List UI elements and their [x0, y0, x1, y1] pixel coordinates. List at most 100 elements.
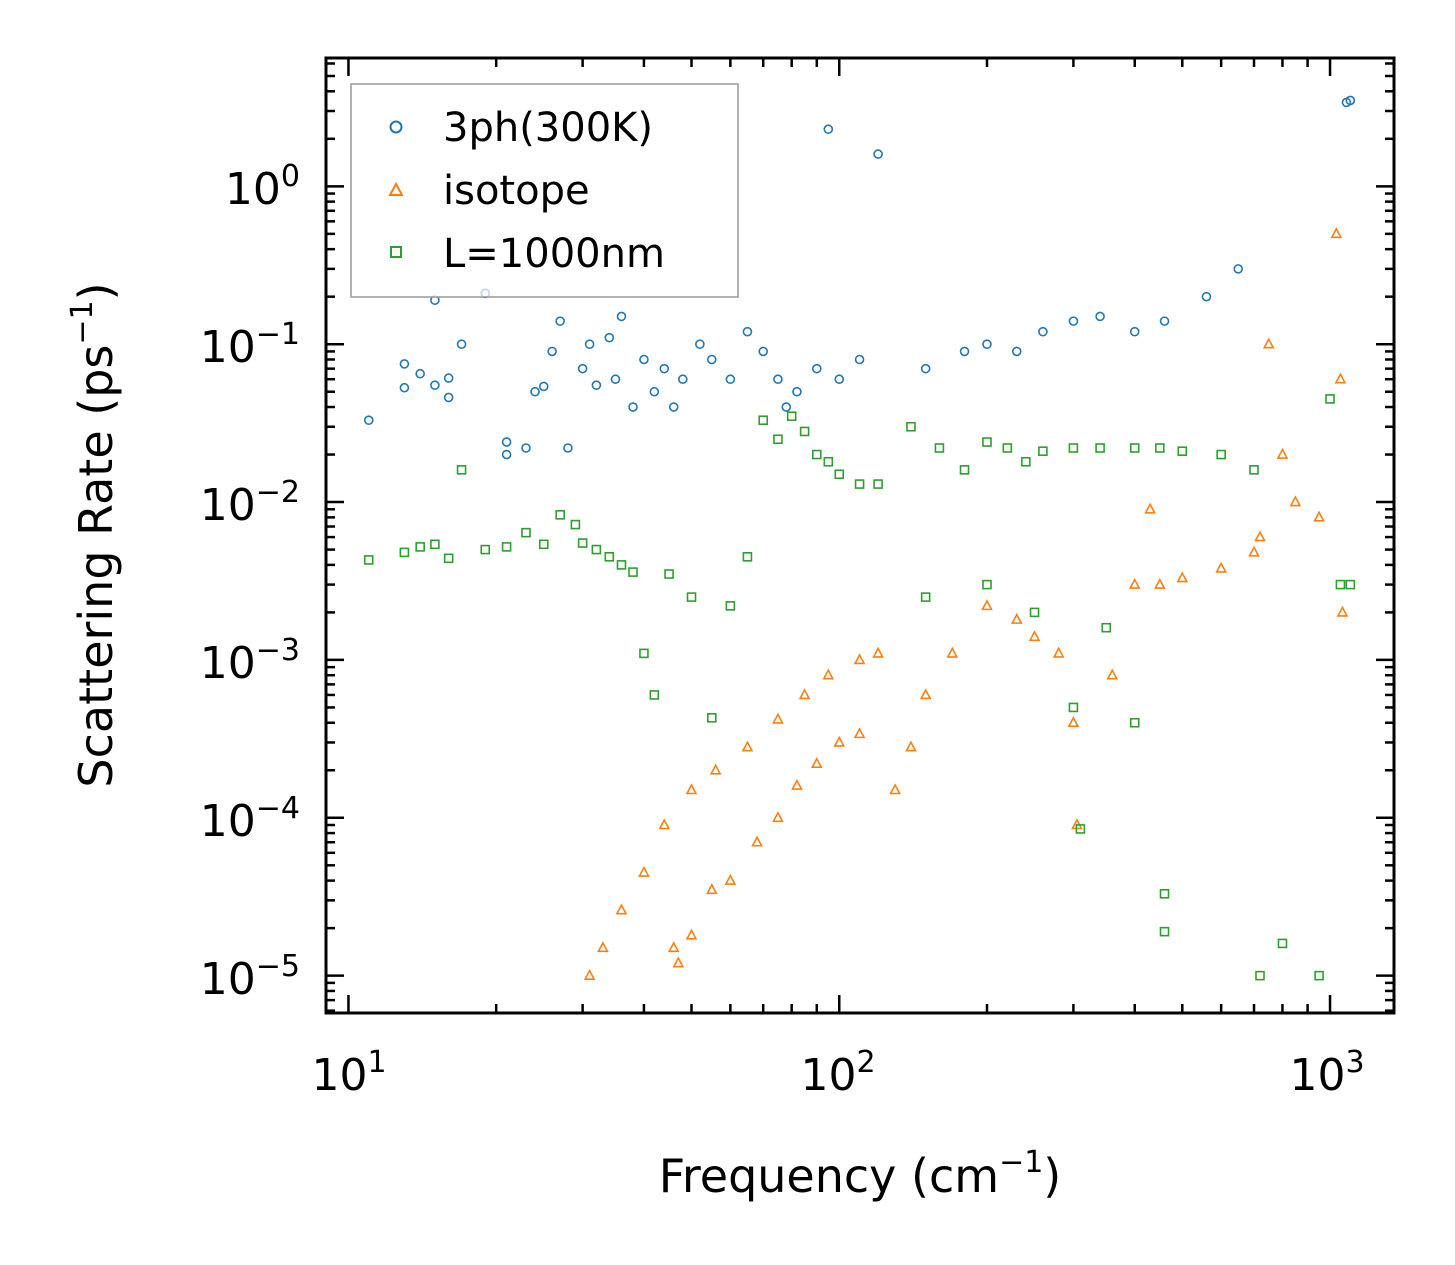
data-point	[742, 552, 753, 562]
data-point	[1129, 326, 1140, 337]
data-point	[686, 592, 697, 602]
y-axis-label: Scattering Rate (ps−1)	[65, 282, 123, 787]
data-point	[1067, 716, 1080, 728]
x-tick-label: 103	[1289, 1045, 1364, 1101]
data-point	[604, 552, 615, 562]
data-point	[1325, 394, 1335, 404]
data-point	[1038, 446, 1048, 456]
data-point	[1334, 372, 1347, 384]
data-point	[597, 941, 609, 953]
data-point	[1095, 311, 1105, 322]
data-point	[822, 668, 835, 680]
data-point	[604, 332, 615, 343]
data-point	[695, 339, 705, 349]
data-point	[1021, 456, 1031, 467]
data-point	[456, 465, 467, 475]
data-point	[591, 544, 602, 555]
y-tick-label: 100	[225, 159, 300, 215]
data-point	[981, 599, 993, 611]
data-point	[919, 688, 932, 700]
data-point	[873, 479, 883, 489]
data-point	[853, 727, 866, 739]
data-point	[1159, 888, 1170, 899]
data-point	[772, 712, 784, 724]
data-point	[982, 437, 992, 447]
data-point	[823, 124, 834, 135]
data-point	[810, 757, 823, 769]
data-point	[873, 149, 883, 159]
data-point	[501, 437, 512, 447]
data-point	[1345, 95, 1356, 106]
data-point	[430, 539, 440, 550]
data-point	[1159, 926, 1170, 937]
data-point	[1262, 337, 1275, 349]
legend-label-3ph: 3ph(300K)	[443, 105, 653, 151]
data-point	[501, 542, 512, 552]
data-point	[791, 778, 803, 790]
data-point	[1029, 607, 1040, 618]
data-point	[798, 688, 811, 700]
data-point	[672, 956, 685, 968]
data-point	[583, 968, 596, 980]
data-point	[1314, 970, 1324, 981]
data-point	[705, 883, 718, 895]
data-point	[443, 373, 454, 383]
data-point	[920, 592, 931, 602]
data-point	[1155, 443, 1165, 453]
data-point	[959, 346, 970, 357]
data-point	[982, 339, 992, 349]
legend-label-boundary: L=1000nm	[443, 231, 665, 277]
data-point	[811, 449, 822, 460]
tick-layer	[324, 58, 1394, 1013]
x-tick-label: 101	[311, 1045, 386, 1101]
data-point	[1249, 465, 1259, 475]
data-point	[758, 415, 769, 426]
data-point	[538, 539, 549, 550]
data-point	[1248, 545, 1260, 557]
data-point	[668, 402, 679, 412]
data-point	[709, 763, 722, 775]
data-point	[1068, 443, 1079, 453]
series-square	[363, 394, 1356, 981]
data-point	[1330, 227, 1343, 239]
data-point	[638, 865, 650, 877]
data-point	[1028, 630, 1041, 642]
data-point	[1216, 449, 1226, 460]
data-point	[781, 402, 792, 412]
data-point	[610, 374, 621, 385]
data-point	[707, 354, 717, 365]
data-point	[834, 469, 845, 480]
data-point	[664, 569, 674, 579]
data-point	[1129, 717, 1140, 728]
data-point	[1154, 577, 1166, 589]
data-point	[834, 374, 845, 385]
data-point	[1335, 579, 1346, 590]
data-point	[1276, 447, 1289, 459]
data-point	[724, 873, 737, 885]
x-tick-label: 102	[800, 1045, 875, 1101]
data-point	[570, 519, 581, 530]
data-point	[934, 443, 945, 453]
legend-marker-boundary	[390, 246, 402, 258]
data-point	[628, 402, 638, 412]
data-point	[538, 381, 549, 392]
data-point	[742, 326, 753, 337]
data-point	[1011, 346, 1022, 357]
data-point	[1336, 605, 1349, 617]
data-point	[982, 579, 992, 590]
data-point	[751, 835, 763, 847]
data-point	[906, 421, 916, 432]
data-point	[1215, 561, 1227, 573]
y-tick-label: 10−2	[200, 475, 300, 531]
y-tick-label: 10−3	[200, 633, 300, 689]
data-point	[725, 601, 736, 611]
data-point	[1345, 579, 1356, 590]
data-point	[616, 311, 627, 322]
data-point	[555, 510, 565, 520]
data-point	[758, 346, 769, 357]
data-point	[1277, 938, 1288, 949]
data-point	[1129, 443, 1140, 453]
data-point	[1106, 668, 1119, 680]
data-point	[1002, 443, 1013, 453]
